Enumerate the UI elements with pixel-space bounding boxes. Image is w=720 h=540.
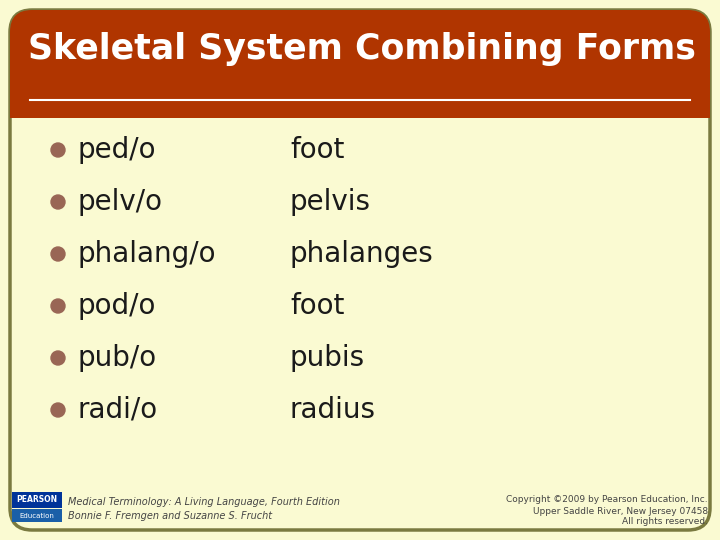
Text: Copyright ©2009 by Pearson Education, Inc.: Copyright ©2009 by Pearson Education, In…	[506, 496, 708, 504]
Text: ped/o: ped/o	[78, 136, 156, 164]
FancyBboxPatch shape	[10, 10, 710, 530]
Text: PEARSON: PEARSON	[17, 496, 58, 504]
Text: Medical Terminology: A Living Language, Fourth Edition: Medical Terminology: A Living Language, …	[68, 497, 340, 507]
Text: Upper Saddle River, New Jersey 07458: Upper Saddle River, New Jersey 07458	[533, 507, 708, 516]
Circle shape	[51, 247, 65, 261]
Text: pub/o: pub/o	[78, 344, 157, 372]
Bar	[12, 509, 62, 522]
Text: pod/o: pod/o	[78, 292, 156, 320]
Text: pubis: pubis	[290, 344, 365, 372]
Bar	[10, 93, 710, 118]
Text: pelv/o: pelv/o	[78, 188, 163, 216]
Bar	[12, 492, 62, 508]
Text: foot: foot	[290, 292, 344, 320]
Circle shape	[51, 403, 65, 417]
Circle shape	[51, 351, 65, 365]
Circle shape	[51, 299, 65, 313]
Text: phalanges: phalanges	[290, 240, 433, 268]
Text: radi/o: radi/o	[78, 396, 158, 424]
Text: Education: Education	[19, 512, 55, 518]
Text: phalang/o: phalang/o	[78, 240, 217, 268]
Text: foot: foot	[290, 136, 344, 164]
Text: radius: radius	[290, 396, 376, 424]
Text: Skeletal System Combining Forms: Skeletal System Combining Forms	[28, 32, 696, 66]
Circle shape	[51, 143, 65, 157]
FancyBboxPatch shape	[10, 10, 710, 118]
Circle shape	[51, 195, 65, 209]
Text: pelvis: pelvis	[290, 188, 371, 216]
Text: Bonnie F. Fremgen and Suzanne S. Frucht: Bonnie F. Fremgen and Suzanne S. Frucht	[68, 511, 272, 521]
Text: All rights reserved.: All rights reserved.	[622, 517, 708, 526]
